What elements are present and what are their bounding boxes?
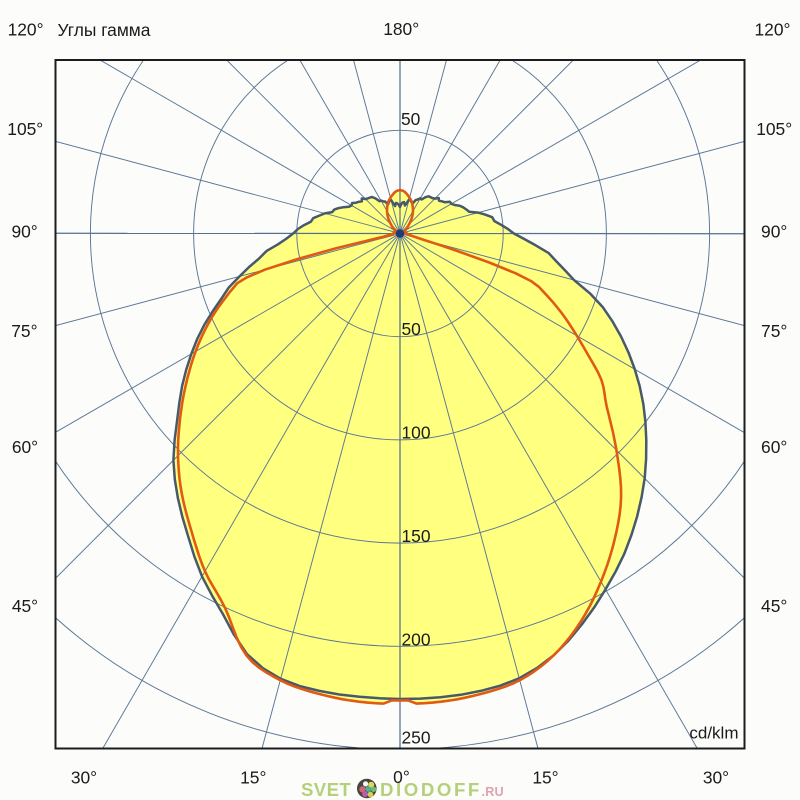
svg-text:100: 100 xyxy=(402,423,431,443)
svg-text:120°: 120° xyxy=(8,19,44,39)
svg-text:Углы гамма: Углы гамма xyxy=(58,20,151,40)
svg-text:75°: 75° xyxy=(11,321,37,341)
svg-text:90°: 90° xyxy=(761,222,787,242)
svg-text:105°: 105° xyxy=(7,119,43,139)
svg-text:SVET: SVET xyxy=(301,779,351,800)
svg-text:60°: 60° xyxy=(12,437,38,457)
svg-text:cd/klm: cd/klm xyxy=(689,724,738,743)
svg-text:90°: 90° xyxy=(11,222,37,242)
svg-text:200: 200 xyxy=(402,630,431,650)
svg-text:50: 50 xyxy=(401,109,420,129)
svg-text:150: 150 xyxy=(402,526,431,546)
svg-text:50: 50 xyxy=(402,319,421,339)
svg-text:DIODOFF: DIODOFF xyxy=(380,779,482,800)
svg-text:.RU: .RU xyxy=(482,785,504,799)
svg-text:60°: 60° xyxy=(761,437,787,457)
svg-text:15°: 15° xyxy=(240,768,266,788)
svg-text:0°: 0° xyxy=(393,767,410,787)
svg-text:120°: 120° xyxy=(755,19,791,39)
svg-text:75°: 75° xyxy=(761,321,787,341)
svg-text:180°: 180° xyxy=(383,19,419,39)
svg-text:45°: 45° xyxy=(761,596,787,616)
svg-text:45°: 45° xyxy=(12,596,38,616)
svg-text:30°: 30° xyxy=(71,768,97,788)
svg-text:30°: 30° xyxy=(703,768,729,788)
svg-text:15°: 15° xyxy=(532,768,558,788)
svg-text:105°: 105° xyxy=(756,119,792,139)
svg-text:250: 250 xyxy=(402,728,431,748)
